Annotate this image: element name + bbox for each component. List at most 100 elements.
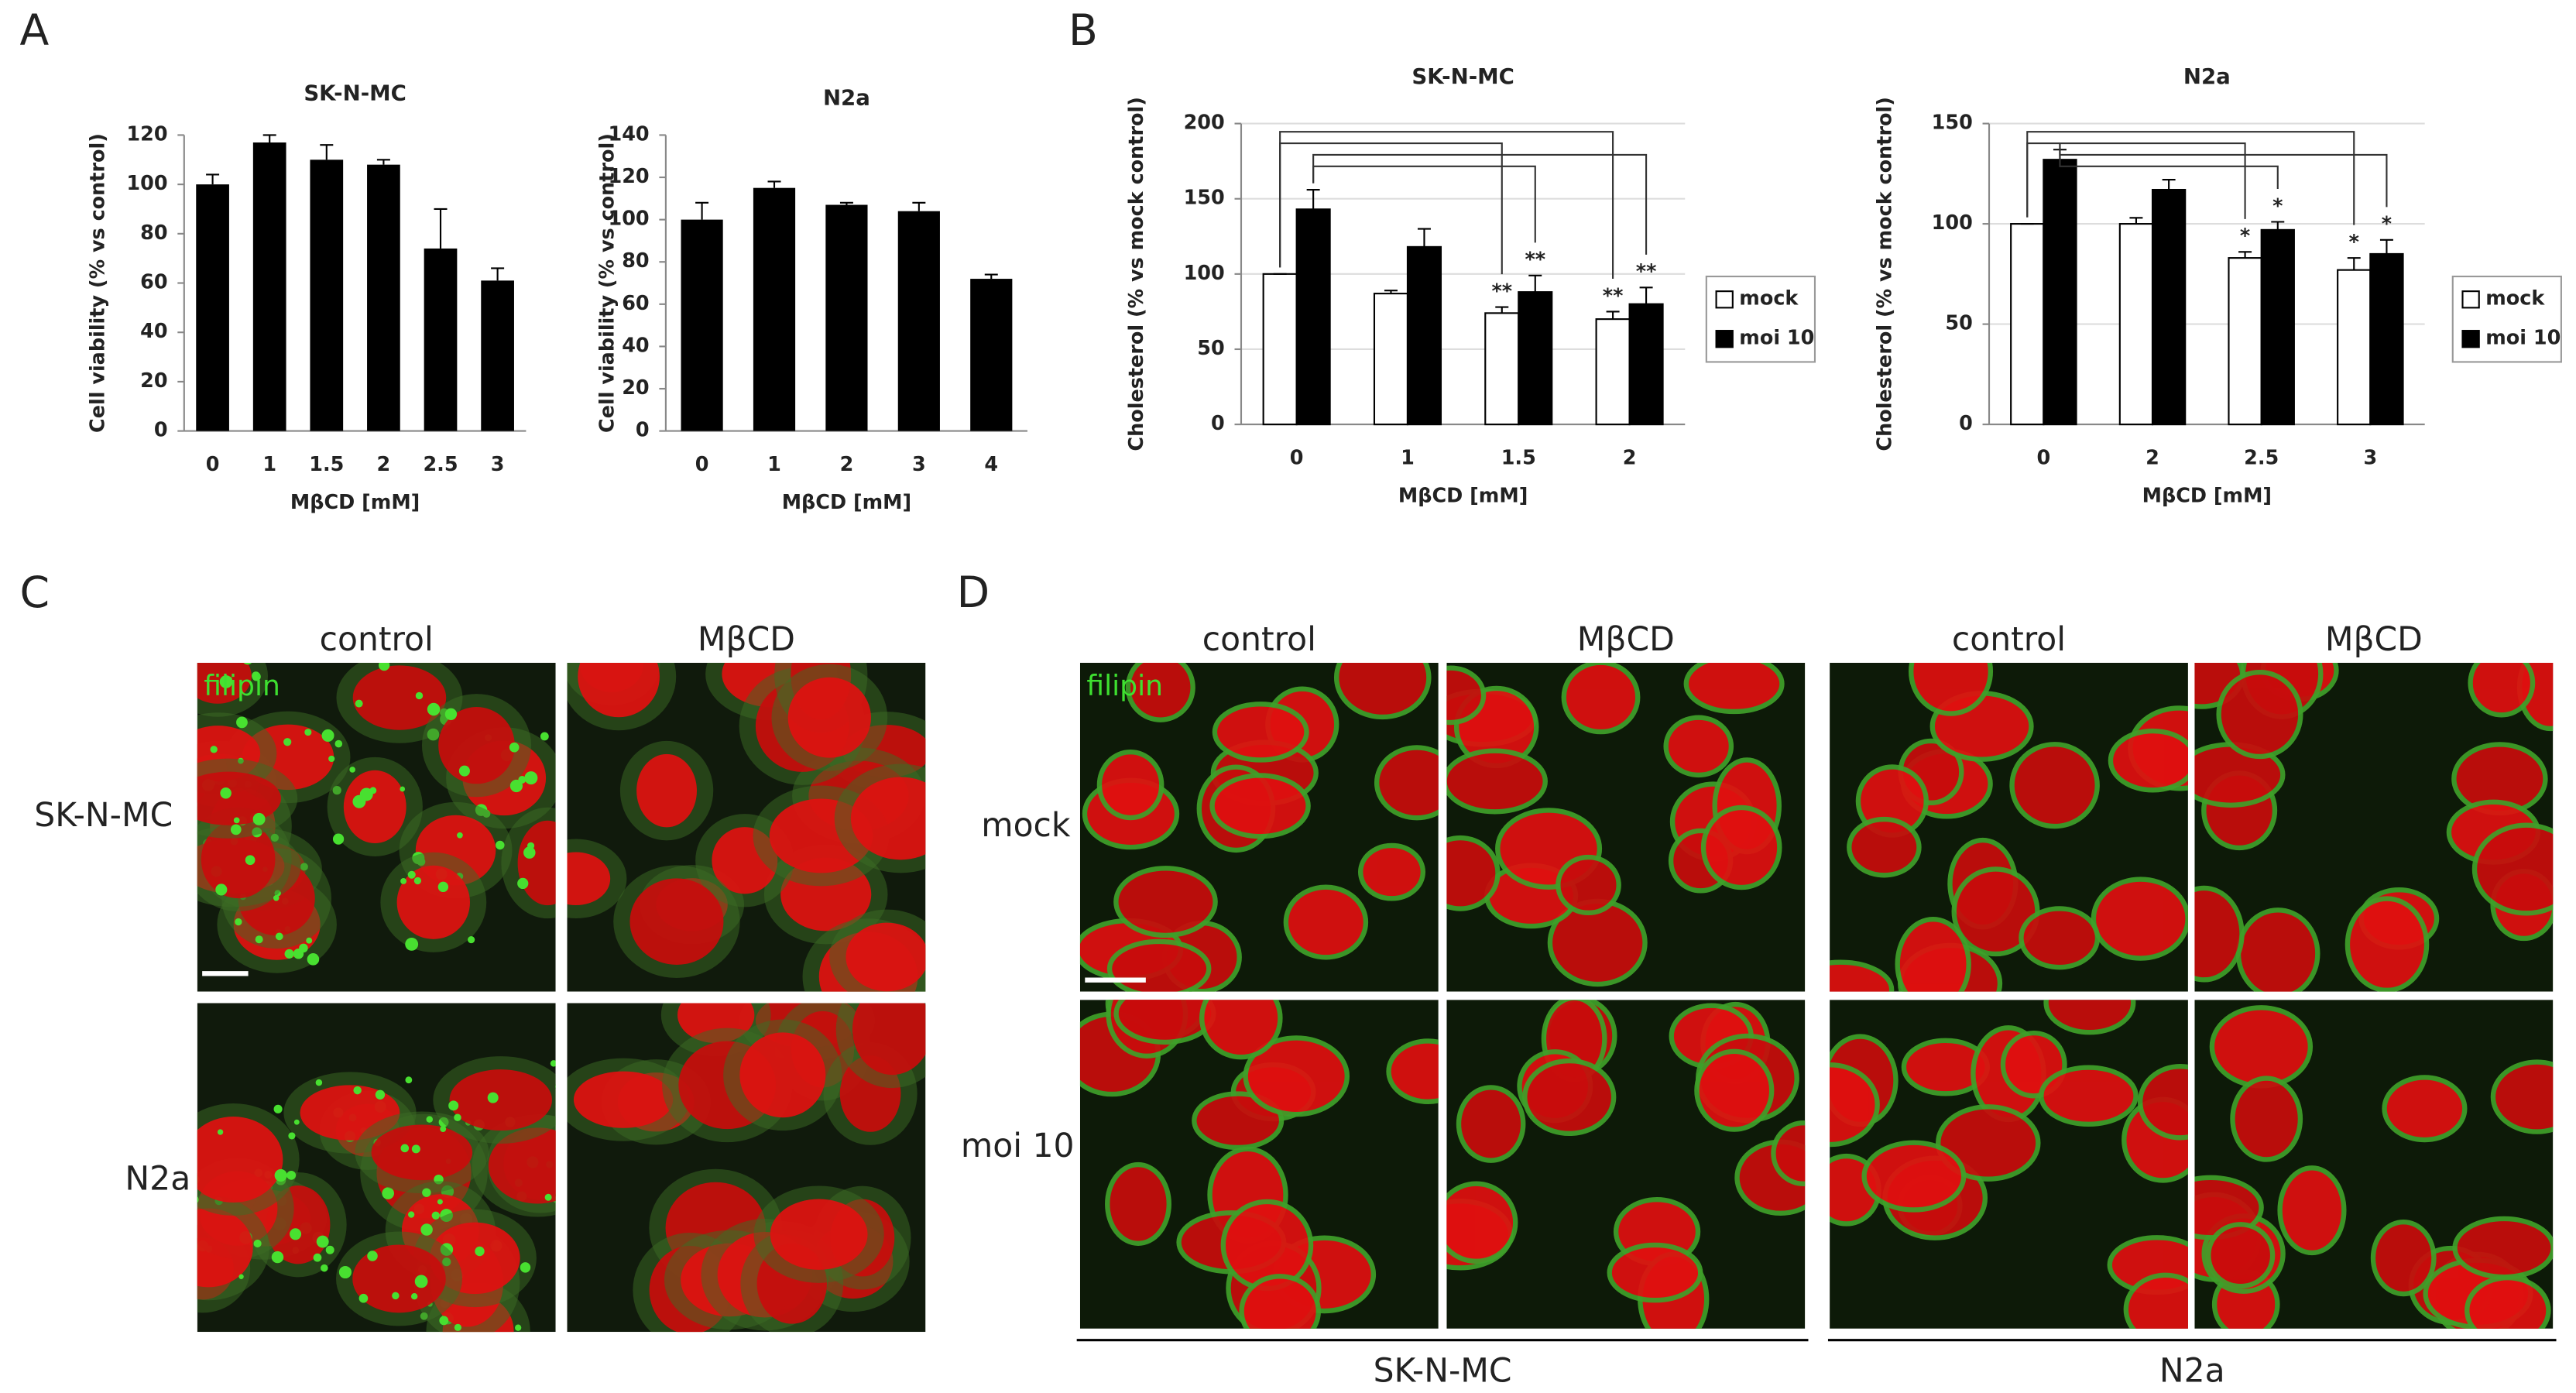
nucleus xyxy=(1446,835,1501,911)
significance-label: ** xyxy=(1636,260,1657,283)
filipin-spot xyxy=(179,1298,185,1304)
nucleus xyxy=(2209,1005,2314,1089)
nucleus xyxy=(1771,1120,1806,1186)
panel-label: D xyxy=(957,568,990,618)
filipin-spot xyxy=(243,662,252,665)
filipin-spot xyxy=(437,1199,443,1205)
significance-bracket xyxy=(1279,142,1503,275)
y-axis-label: Cholesterol (% vs mock control) xyxy=(1873,97,1896,451)
nucleus xyxy=(2043,1000,2136,1035)
nucleus xyxy=(1861,1140,1967,1213)
filipin-spot xyxy=(235,918,242,926)
y-tick-label: 20 xyxy=(140,369,167,393)
bar xyxy=(681,219,723,431)
filipin-spot xyxy=(405,1076,413,1084)
filipin-spot xyxy=(502,1355,513,1366)
y-tick-label: 100 xyxy=(1932,211,1973,235)
filipin-spot xyxy=(454,1113,461,1122)
group-label: N2a xyxy=(2159,1353,2225,1391)
nucleus xyxy=(770,1199,868,1270)
y-tick-label: 0 xyxy=(154,419,168,442)
nucleus xyxy=(2137,1063,2188,1141)
significance-label: * xyxy=(2272,194,2283,218)
y-tick-label: 20 xyxy=(622,376,649,400)
filipin-spot xyxy=(379,662,390,671)
stain-label: filipin xyxy=(204,670,280,702)
significance-bracket xyxy=(2059,142,2388,208)
y-tick-label: 150 xyxy=(1184,187,1225,210)
nucleus xyxy=(1663,715,1734,778)
filipin-spot xyxy=(321,729,334,742)
micrograph xyxy=(1079,1000,1439,1329)
error-bar xyxy=(695,201,709,220)
nucleus xyxy=(1607,1242,1703,1303)
error-bar xyxy=(2129,217,2143,225)
filipin-spot xyxy=(408,1211,415,1218)
nucleus xyxy=(1125,662,1195,722)
nucleus xyxy=(2019,906,2101,970)
micrograph xyxy=(1830,662,2188,992)
bar xyxy=(2337,269,2372,426)
error-bar xyxy=(1306,188,1320,210)
nucleus xyxy=(2230,1076,2303,1162)
chart-title: SK-N-MC xyxy=(1411,63,1514,89)
y-tick-label: 120 xyxy=(126,122,167,146)
nucleus xyxy=(1243,1035,1350,1117)
x-tick-label: 2 xyxy=(1623,447,1637,470)
nucleus xyxy=(787,677,871,758)
filipin-spot xyxy=(275,932,283,941)
bar xyxy=(481,280,514,431)
bar xyxy=(1262,273,1298,426)
filipin-spot xyxy=(321,1264,328,1272)
chart-title: N2a xyxy=(2183,63,2231,89)
nucleus xyxy=(2471,822,2554,916)
filipin-spot xyxy=(440,1126,447,1133)
filipin-spot xyxy=(332,833,345,845)
filipin-spot xyxy=(255,935,263,944)
error-bar xyxy=(1384,290,1398,294)
nucleus xyxy=(2490,1059,2554,1134)
nucleus xyxy=(1105,1161,1171,1246)
bar xyxy=(897,211,940,431)
y-tick-label: 40 xyxy=(140,320,167,343)
nucleus xyxy=(1199,1000,1283,1060)
x-tick-label: 2 xyxy=(2146,447,2159,470)
filipin-spot xyxy=(178,845,184,850)
bar xyxy=(2228,257,2262,426)
legend-swatch xyxy=(1715,330,1734,348)
filipin-spot xyxy=(420,1223,433,1236)
nucleus xyxy=(629,878,724,965)
row-label: mock xyxy=(981,807,1071,845)
bar xyxy=(1406,245,1442,426)
error-bar xyxy=(839,201,853,205)
nucleus xyxy=(1683,662,1785,715)
filipin-spot xyxy=(325,1245,334,1254)
filipin-spot xyxy=(299,943,308,953)
y-tick-label: 60 xyxy=(140,271,167,294)
y-tick-label: 140 xyxy=(608,122,649,146)
chart-title: N2a xyxy=(823,85,870,111)
filipin-spot xyxy=(415,691,424,700)
filipin-spot xyxy=(166,1280,175,1289)
filipin-spot xyxy=(169,1262,179,1272)
x-tick-label: 3 xyxy=(912,453,926,476)
filipin-spot xyxy=(400,877,407,884)
x-tick-label: 3 xyxy=(491,453,505,476)
filipin-spot xyxy=(411,1144,420,1154)
legend-swatch xyxy=(1715,290,1734,309)
significance-bracket xyxy=(2026,142,2246,219)
nucleus xyxy=(2344,896,2430,992)
filipin-spot xyxy=(236,716,248,729)
significance-label: ** xyxy=(1491,280,1512,303)
bar xyxy=(1484,312,1520,426)
panel-label: C xyxy=(19,568,50,618)
filipin-spot xyxy=(273,894,280,901)
error-bar xyxy=(262,134,276,142)
nucleus xyxy=(1700,805,1782,890)
filipin-spot xyxy=(556,1192,565,1201)
filipin-spot xyxy=(353,1086,362,1095)
filipin-spot xyxy=(174,761,180,767)
nucleus xyxy=(2468,662,2536,718)
nucleus xyxy=(1830,959,1895,992)
filipin-spot xyxy=(313,1253,322,1262)
